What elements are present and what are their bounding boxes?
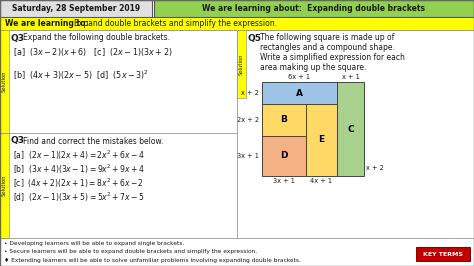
Text: Solution: Solution bbox=[239, 53, 244, 75]
Text: • Developing learners will be able to expand single brackets.: • Developing learners will be able to ex… bbox=[4, 242, 184, 247]
Bar bbox=[262, 82, 337, 104]
Text: [a]  $(2x - 1)(2x + 4) = 2x^2 + 6x - 4$: [a] $(2x - 1)(2x + 4) = 2x^2 + 6x - 4$ bbox=[13, 148, 145, 162]
Bar bbox=[0, 133, 9, 238]
Text: The following square is made up of: The following square is made up of bbox=[260, 34, 394, 43]
Text: Saturday, 28 September 2019: Saturday, 28 September 2019 bbox=[12, 4, 140, 13]
Text: [a]  $(3x - 2)(x + 6)$   [c]  $(2x - 1)(3x + 2)$: [a] $(3x - 2)(x + 6)$ [c] $(2x - 1)(3x +… bbox=[13, 46, 173, 58]
Text: Q3: Q3 bbox=[11, 136, 25, 146]
Text: D: D bbox=[280, 152, 288, 160]
Text: Q5: Q5 bbox=[248, 34, 262, 43]
Text: area making up the square.: area making up the square. bbox=[260, 64, 366, 73]
Text: Write a simplified expression for each: Write a simplified expression for each bbox=[260, 53, 405, 63]
Text: E: E bbox=[319, 135, 325, 144]
Bar bbox=[0, 17, 474, 30]
Text: [b]  $(4x + 3)(2x - 5)$  [d]  $(5x - 3)^2$: [b] $(4x + 3)(2x - 5)$ [d] $(5x - 3)^2$ bbox=[13, 68, 149, 82]
Bar bbox=[262, 104, 306, 136]
Text: Solution: Solution bbox=[2, 70, 7, 92]
Bar bbox=[0, 0, 152, 17]
Text: [b]  $(3x + 4)(3x - 1) = 9x^2 + 9x + 4$: [b] $(3x + 4)(3x - 1) = 9x^2 + 9x + 4$ bbox=[13, 162, 145, 176]
Bar bbox=[154, 0, 474, 17]
Bar bbox=[337, 82, 364, 176]
Bar bbox=[0, 30, 474, 238]
Text: 2x + 2: 2x + 2 bbox=[237, 117, 259, 123]
Text: A: A bbox=[296, 89, 303, 98]
Text: Expand double brackets and simplify the expression.: Expand double brackets and simplify the … bbox=[74, 19, 277, 28]
Text: We are learning about:  Expanding double brackets: We are learning about: Expanding double … bbox=[202, 4, 426, 13]
Bar bbox=[0, 30, 9, 133]
Text: [c]  $(4x + 2)(2x + 1) = 8x^2 + 6x - 2$: [c] $(4x + 2)(2x + 1) = 8x^2 + 6x - 2$ bbox=[13, 176, 144, 190]
Text: 4x + 1: 4x + 1 bbox=[310, 178, 332, 184]
Bar bbox=[306, 104, 337, 176]
Bar bbox=[262, 136, 306, 176]
Text: Find and correct the mistakes below.: Find and correct the mistakes below. bbox=[23, 136, 164, 146]
Text: x + 1: x + 1 bbox=[342, 74, 359, 80]
Text: Expand the following double brackets.: Expand the following double brackets. bbox=[23, 34, 170, 43]
Text: B: B bbox=[281, 115, 287, 124]
Text: We are learning to:: We are learning to: bbox=[5, 19, 89, 28]
Text: 3x + 1: 3x + 1 bbox=[237, 153, 259, 159]
Text: • Secure learners will be able to expand double brackets and simplify the expres: • Secure learners will be able to expand… bbox=[4, 250, 257, 255]
Text: Q3: Q3 bbox=[11, 34, 25, 43]
Text: KEY TERMS: KEY TERMS bbox=[423, 251, 463, 256]
Bar bbox=[0, 238, 474, 266]
Text: ♦ Extending learners will be able to solve unfamiliar problems involving expandi: ♦ Extending learners will be able to sol… bbox=[4, 257, 301, 263]
Text: Solution: Solution bbox=[2, 174, 7, 196]
Bar bbox=[416, 247, 470, 261]
Text: 6x + 1: 6x + 1 bbox=[289, 74, 310, 80]
Bar bbox=[237, 30, 246, 98]
Text: C: C bbox=[347, 124, 354, 134]
Text: 3x + 1: 3x + 1 bbox=[273, 178, 295, 184]
Text: x + 2: x + 2 bbox=[366, 165, 384, 171]
Text: [d]  $(2x - 1)(3x + 5) = 5x^2 + 7x - 5$: [d] $(2x - 1)(3x + 5) = 5x^2 + 7x - 5$ bbox=[13, 190, 145, 204]
Text: x + 2: x + 2 bbox=[241, 90, 259, 96]
Text: rectangles and a compound shape.: rectangles and a compound shape. bbox=[260, 44, 395, 52]
